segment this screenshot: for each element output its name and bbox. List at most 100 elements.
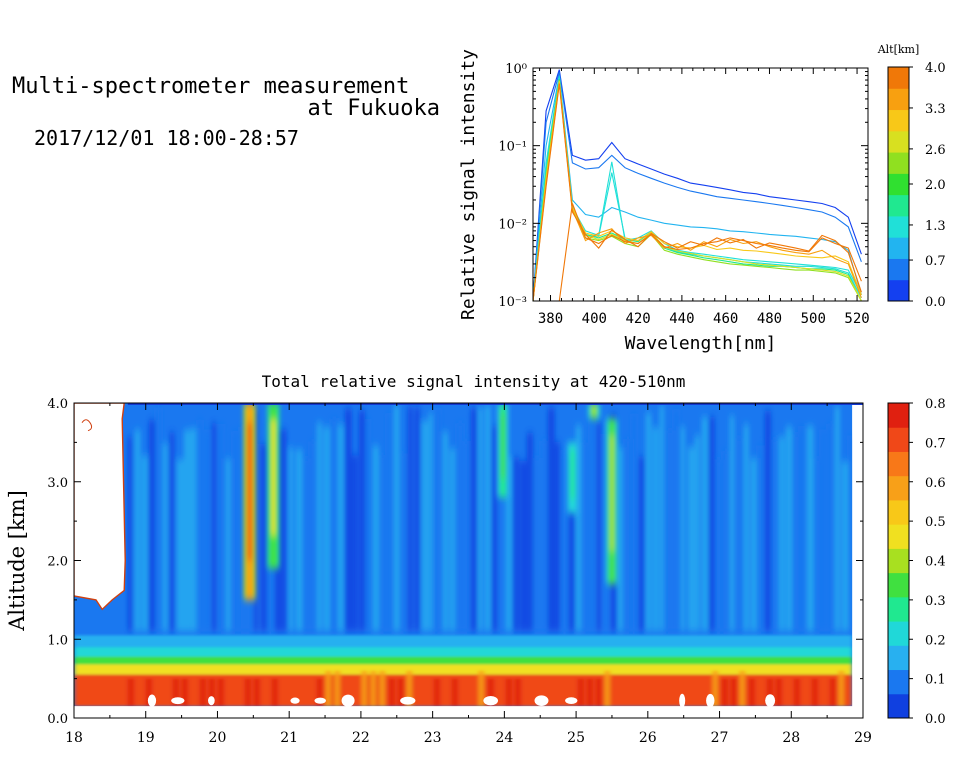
altitude-colorbar-band	[888, 279, 909, 302]
intensity-colorbar-band	[888, 451, 909, 477]
heatmap-y-axis-label: Altitude [km]	[5, 490, 29, 632]
boundary-layer-hotspot	[172, 678, 179, 707]
heatmap-gap	[534, 695, 549, 706]
boundary-layer-hotspot	[451, 678, 458, 707]
heatmap-gap	[314, 697, 326, 704]
heatmap-field	[74, 403, 855, 718]
heatmap-streak	[435, 408, 442, 632]
heatmap-streak	[225, 458, 231, 632]
heatmap-streak	[449, 448, 456, 632]
spectrum-y-tick-label: 10⁻¹	[498, 140, 527, 155]
boundary-layer-hotspot	[199, 678, 206, 707]
plume-core	[570, 449, 575, 500]
boundary-layer-hotspot	[244, 678, 251, 707]
intensity-colorbar-tick-label: 0.5	[925, 515, 946, 530]
boundary-layer-hotspot	[829, 678, 836, 707]
heatmap-x-tick-label: 24	[495, 730, 513, 746]
spectrum-x-axis-label: Wavelength[nm]	[625, 333, 777, 354]
heatmap-gap	[483, 696, 499, 706]
spectrum-y-tick-label: 10⁻²	[498, 217, 527, 232]
heatmap-streak	[603, 433, 608, 632]
heatmap-x-tick-label: 20	[209, 730, 227, 746]
heatmap-x-tick-label: 23	[424, 730, 442, 746]
boundary-layer-hotspot	[748, 678, 755, 707]
heatmap-streak	[841, 461, 849, 632]
heatmap-streak	[813, 458, 820, 632]
boundary-layer-hotspot	[604, 670, 610, 707]
heatmap-streak	[624, 438, 630, 632]
heatmap-streak	[561, 449, 568, 632]
heatmap-streak	[288, 447, 294, 632]
heatmap-y-tick-label: 3.0	[47, 476, 68, 491]
heatmap-streak	[694, 435, 700, 632]
boundary-layer-hotspot	[379, 670, 385, 707]
heatmap-y-tick-label: 1.0	[47, 633, 68, 648]
intensity-colorbar-band	[888, 645, 909, 671]
heatmap-streak	[470, 407, 478, 632]
intensity-colorbar-tick-label: 0.6	[925, 476, 946, 491]
spectrum-series-0	[533, 69, 862, 301]
heatmap-streak	[771, 439, 777, 632]
boundary-layer-hotspot	[433, 678, 440, 707]
boundary-layer-hotspot	[253, 678, 260, 707]
intensity-colorbar-band	[888, 475, 909, 501]
spectrum-x-tick-label: 460	[713, 311, 738, 327]
heatmap-streak	[533, 457, 540, 632]
heatmap-streak	[358, 410, 366, 632]
altitude-colorbar-band	[888, 88, 909, 111]
intensity-colorbar-band	[888, 669, 909, 695]
spectrum-series-group	[533, 69, 862, 301]
boundary-layer-hotspot	[595, 678, 602, 707]
heatmap-streak	[232, 431, 238, 632]
intensity-colorbar-band	[888, 621, 909, 646]
heatmap-x-tick-label: 19	[137, 730, 155, 746]
heatmap-streak	[302, 458, 310, 632]
boundary-layer-hotspot	[730, 678, 737, 707]
intensity-colorbar-band	[888, 572, 909, 598]
altitude-colorbar-band	[888, 152, 909, 174]
boundary-layer-band	[74, 656, 853, 665]
heatmap-gap	[171, 697, 185, 705]
altitude-colorbar-title: Alt[km]	[877, 43, 920, 56]
heatmap-x-tick-label: 28	[782, 730, 800, 746]
intensity-colorbar-band	[888, 693, 909, 719]
boundary-layer-hotspot	[370, 670, 376, 707]
heatmap-streak	[582, 442, 588, 632]
altitude-colorbar-band	[888, 130, 909, 153]
intensity-colorbar-band	[888, 524, 909, 549]
heatmap-streak	[540, 441, 548, 632]
heatmap-streak	[785, 426, 793, 632]
heatmap-streak	[526, 432, 533, 632]
heatmap-streak	[141, 455, 148, 632]
heatmap-streaks	[127, 404, 853, 632]
heatmap-streak	[484, 404, 491, 632]
heatmap-streak	[631, 413, 637, 632]
heatmap-streak	[456, 423, 464, 632]
spectrum-x-tick-label: 480	[757, 311, 782, 327]
boundary-layer-hotspot	[811, 678, 818, 707]
boundary-layer-hotspot	[145, 678, 152, 707]
heatmap-streak	[204, 429, 210, 632]
boundary-layer-hotspot	[775, 678, 782, 707]
heatmap-streak	[547, 407, 555, 632]
heatmap-streak	[778, 436, 785, 632]
altitude-colorbar-tick-label: 2.6	[925, 143, 946, 158]
spectrum-series-11	[558, 203, 862, 301]
missing-data-contour	[81, 419, 93, 432]
boundary-layer-hotspot	[388, 678, 395, 707]
heatmap-streak	[197, 419, 203, 632]
spectrum-x-tick-label: 440	[669, 311, 694, 327]
spectrum-y-tick-label: 10⁻³	[498, 295, 527, 310]
date-range: 2017/12/01 18:00-28:57	[34, 126, 299, 150]
spectrum-series-5	[533, 79, 862, 301]
boundary-layer-band	[74, 664, 853, 675]
heatmap-no-data-right	[852, 403, 855, 718]
heatmap-streak	[351, 455, 358, 632]
heatmap-streak	[281, 429, 287, 632]
spectrum-x-tick-label: 520	[844, 311, 869, 327]
spectrum-series-4	[533, 77, 862, 301]
plume-core	[271, 419, 276, 536]
spectrum-series-6	[533, 79, 862, 301]
heatmap-streak	[169, 432, 175, 632]
heatmap-streak	[680, 426, 685, 632]
